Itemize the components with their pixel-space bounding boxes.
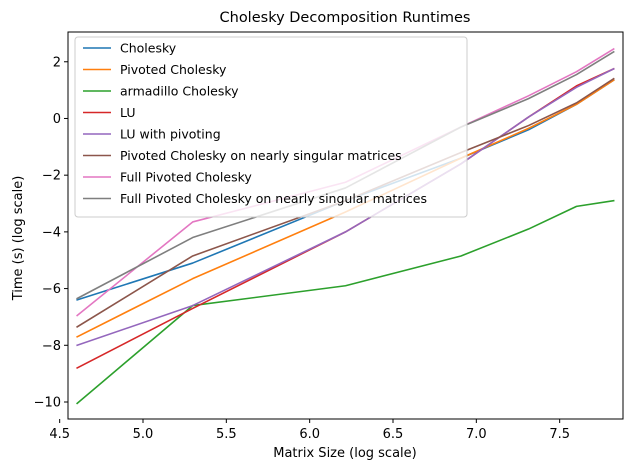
y-tick-label-2: 0 (53, 112, 61, 127)
x-tick-label-3: 5.5 (216, 427, 237, 442)
x-tick-label-5: 6.5 (383, 427, 404, 442)
y-tick-label-7: −10 (34, 395, 61, 410)
legend-label-6: Pivoted Cholesky on nearly singular matr… (120, 148, 402, 163)
x-tick-label-2: 5.0 (133, 427, 154, 442)
plot-area: 4.5 5.0 5.5 6.0 6.5 7.0 7.5 2 0 −2 −4 −6 −8 −10 Choles… (34, 31, 624, 442)
x-tick-label-1: 4.5 (49, 427, 70, 442)
legend-label-7: Full Pivoted Cholesky (120, 170, 252, 185)
x-tick-label-7: 7.5 (549, 427, 570, 442)
legend-label-4: LU (120, 105, 136, 120)
legend-label-8: Full Pivoted Cholesky on nearly singular… (120, 191, 427, 206)
legend: Cholesky Pivoted Cholesky armadillo Choles… (74, 36, 468, 218)
legend-label-2: Pivoted Cholesky (120, 62, 227, 77)
legend-label-1: Cholesky (120, 41, 177, 56)
chart-title: Cholesky Decomposition Runtimes (220, 10, 471, 26)
plot-frame (67, 31, 624, 420)
x-tick-label-4: 6.0 (299, 427, 320, 442)
legend-label-5: LU with pivoting (120, 127, 221, 142)
x-axis-label: Matrix Size (log scale) (273, 446, 416, 461)
y-axis-label: Time (s) (log scale) (11, 176, 26, 302)
x-tick-label-6: 7.0 (466, 427, 487, 442)
legend-label-3: armadillo Cholesky (120, 84, 239, 99)
y-tick-label-3: −2 (42, 169, 61, 184)
y-tick-label-4: −4 (42, 225, 61, 240)
y-tick-label-1: 2 (53, 55, 61, 70)
legend-box (74, 36, 468, 218)
y-tick-label-5: −6 (42, 282, 61, 297)
y-tick-label-6: −8 (42, 339, 61, 354)
